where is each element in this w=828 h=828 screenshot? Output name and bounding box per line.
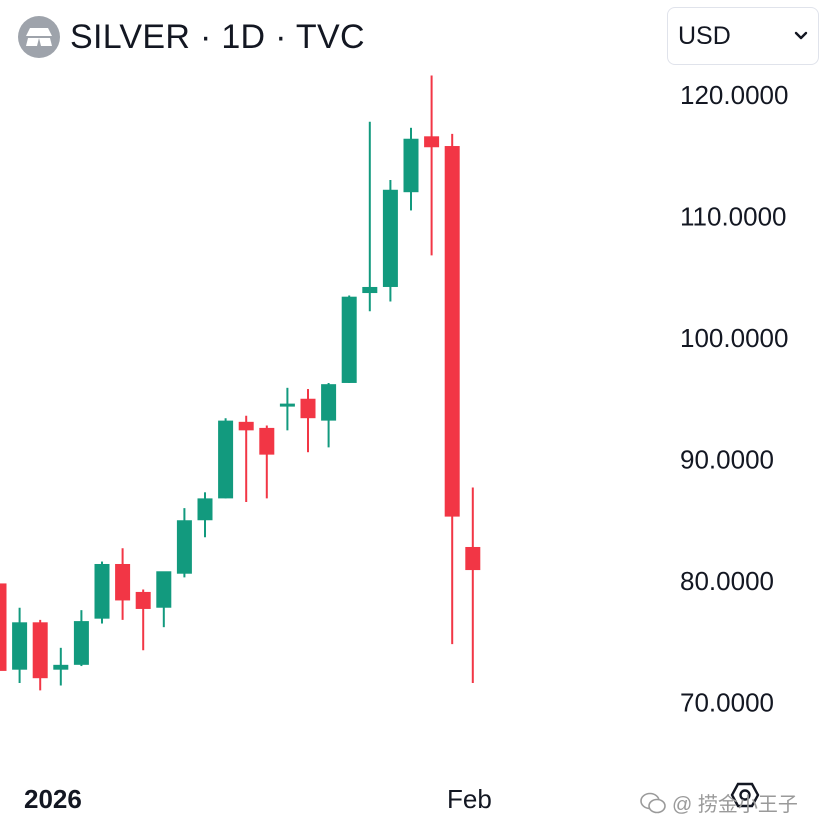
candle[interactable]: [300, 389, 316, 453]
wechat-icon: [640, 792, 666, 813]
candle[interactable]: [218, 418, 234, 499]
candle[interactable]: [135, 589, 151, 651]
time-tick-label: 2026: [24, 784, 82, 814]
candle[interactable]: [424, 75, 440, 256]
candle-body: [259, 427, 275, 455]
candle-body: [279, 403, 295, 407]
time-axis: 2026 Feb: [24, 784, 492, 814]
candle[interactable]: [197, 492, 213, 538]
candle[interactable]: [32, 619, 48, 691]
candle-body: [115, 563, 131, 601]
candle-body: [73, 621, 89, 665]
candle-body: [0, 583, 7, 671]
chevron-down-icon: [794, 31, 808, 40]
candle-body: [424, 136, 440, 148]
candle-body: [341, 296, 357, 383]
candle[interactable]: [0, 583, 7, 672]
candle-body: [300, 398, 316, 419]
symbol-title[interactable]: SILVER · 1D · TVC: [70, 17, 365, 56]
candle[interactable]: [444, 133, 460, 645]
candle[interactable]: [279, 387, 295, 431]
candle[interactable]: [53, 647, 69, 686]
candle[interactable]: [156, 571, 172, 628]
currency-select[interactable]: USD: [667, 7, 819, 65]
candle-body: [321, 384, 337, 421]
candle-body: [156, 571, 172, 608]
price-tick-label: 90.0000: [680, 445, 774, 475]
candle[interactable]: [465, 487, 481, 684]
candle[interactable]: [259, 425, 275, 499]
price-tick-label: 70.0000: [680, 688, 774, 718]
candle-body: [197, 498, 213, 521]
candle[interactable]: [94, 561, 110, 624]
chart-header: SILVER · 1D · TVC: [18, 12, 365, 62]
candle[interactable]: [321, 382, 337, 448]
candle[interactable]: [12, 607, 28, 684]
candle-body: [12, 622, 28, 670]
candle-body: [403, 138, 419, 193]
candle-body: [362, 286, 378, 294]
price-axis: 120.0000 110.0000 100.0000 90.0000 80.0000 70…: [680, 80, 788, 718]
time-tick-label: Feb: [447, 784, 492, 814]
price-tick-label: 120.0000: [680, 80, 788, 110]
candle-body: [465, 546, 481, 571]
candle[interactable]: [362, 121, 378, 312]
watermark: @ 捞金小王子: [640, 788, 798, 817]
candle[interactable]: [176, 508, 192, 578]
candle-body: [176, 520, 192, 574]
candle[interactable]: [238, 415, 254, 503]
candle-body: [94, 563, 110, 619]
candle[interactable]: [382, 180, 398, 302]
candle-body: [444, 146, 460, 517]
candle-body: [32, 622, 48, 679]
candle-body: [218, 420, 234, 499]
chart-settings-icon[interactable]: [730, 780, 760, 810]
candle[interactable]: [73, 610, 89, 667]
price-tick-label: 110.0000: [680, 202, 787, 232]
candle-body: [135, 591, 151, 609]
candle[interactable]: [403, 127, 419, 211]
candle-body: [53, 664, 69, 670]
candle[interactable]: [341, 295, 357, 383]
candle[interactable]: [115, 548, 131, 620]
silver-bars-icon: [18, 16, 60, 58]
candle-body: [382, 189, 398, 287]
price-tick-label: 100.0000: [680, 323, 788, 353]
candles-group: [0, 75, 481, 691]
currency-value: USD: [678, 21, 731, 50]
price-tick-label: 80.0000: [680, 566, 774, 596]
candle-body: [238, 421, 254, 431]
watermark-text: @ 捞金小王子: [672, 794, 798, 816]
